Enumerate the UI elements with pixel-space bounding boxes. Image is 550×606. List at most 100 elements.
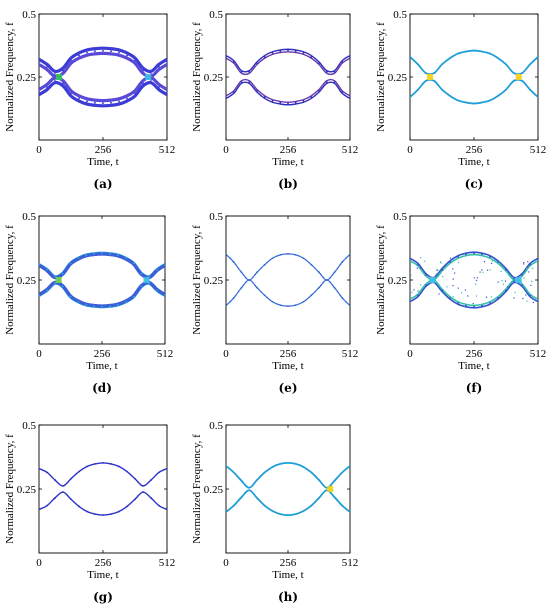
- data-point: [294, 513, 297, 515]
- panel-caption: (d): [92, 381, 112, 395]
- data-point: [102, 514, 104, 517]
- data-point: [226, 304, 227, 307]
- data-point: [349, 253, 350, 256]
- data-point: [287, 514, 289, 517]
- data-point: [521, 284, 523, 287]
- hotspot-marker: [56, 74, 62, 80]
- noise-speck: [532, 301, 534, 304]
- data-point: [489, 99, 491, 102]
- series-group: [410, 251, 538, 309]
- data-point: [110, 513, 112, 515]
- data-point: [481, 50, 483, 53]
- noise-speck: [526, 267, 528, 270]
- x-axis-title: Time, t: [272, 360, 303, 372]
- data-point: [287, 49, 289, 52]
- data-point: [341, 471, 344, 474]
- noise-speck: [419, 257, 422, 259]
- data-point: [240, 479, 243, 482]
- data-point: [94, 101, 96, 104]
- data-point: [341, 91, 344, 94]
- data-point: [505, 268, 507, 271]
- x-tick-label: 0: [407, 348, 413, 360]
- data-point: [529, 294, 531, 297]
- panel-h: 0 256 512 0.25 0.5 Time, t Normalized Frequenc…: [191, 420, 358, 604]
- y-axis-title: Normalized Frequency, f: [191, 225, 203, 335]
- noise-speck: [520, 273, 522, 275]
- data-point: [78, 97, 80, 100]
- data-point: [341, 60, 344, 63]
- data-point: [457, 302, 459, 304]
- data-point: [279, 101, 282, 104]
- series-line: [226, 48, 350, 73]
- data-point: [226, 96, 227, 99]
- data-point: [240, 271, 243, 274]
- series-line: [39, 80, 167, 108]
- data-point: [69, 262, 72, 265]
- data-point: [271, 257, 274, 260]
- data-point: [481, 304, 483, 307]
- x-tick-label: 512: [342, 348, 359, 360]
- data-point: [473, 102, 475, 105]
- x-tick-label: 512: [342, 557, 359, 569]
- data-point: [425, 273, 427, 276]
- data-point: [302, 257, 305, 260]
- data-point: [126, 54, 128, 57]
- panel-caption: (b): [278, 177, 298, 191]
- hotspot-marker: [427, 74, 433, 80]
- data-point: [513, 277, 515, 280]
- data-point: [124, 257, 127, 260]
- data-point: [108, 305, 111, 308]
- noise-speck: [454, 272, 456, 274]
- data-point: [86, 465, 88, 468]
- data-point: [505, 63, 507, 66]
- series-line: [226, 51, 350, 76]
- data-point: [271, 510, 274, 512]
- noise-speck: [479, 271, 481, 273]
- data-point: [158, 86, 160, 88]
- noise-speck: [527, 261, 529, 263]
- data-point: [140, 285, 143, 288]
- noise-speck: [442, 275, 444, 278]
- x-tick-label: 256: [95, 557, 112, 569]
- data-point: [449, 261, 451, 263]
- data-point: [433, 72, 435, 75]
- noise-speck: [446, 286, 448, 288]
- data-point: [521, 79, 523, 82]
- noise-speck: [500, 270, 502, 273]
- data-point: [240, 496, 243, 499]
- data-point: [349, 96, 350, 99]
- data-point: [101, 252, 103, 255]
- data-point: [271, 52, 274, 54]
- series-group: [39, 251, 165, 309]
- data-point: [45, 268, 48, 271]
- noise-speck: [523, 262, 525, 264]
- noise-speck: [531, 280, 533, 283]
- noise-speck: [416, 267, 418, 269]
- x-axis-title: Time, t: [86, 360, 117, 372]
- data-point: [287, 461, 289, 464]
- x-axis-title: Time, t: [87, 156, 118, 168]
- data-point: [94, 463, 96, 465]
- data-point: [529, 63, 531, 66]
- noise-speck: [473, 277, 475, 279]
- data-point: [537, 258, 538, 261]
- data-point: [70, 92, 72, 95]
- data-point: [441, 289, 443, 292]
- x-tick-label: 256: [280, 348, 297, 360]
- data-point: [116, 254, 119, 257]
- series-line: [226, 78, 350, 103]
- data-point: [318, 497, 320, 499]
- data-point: [325, 71, 328, 73]
- data-point: [70, 59, 72, 62]
- data-point: [232, 471, 235, 474]
- x-tick-label: 0: [36, 144, 42, 156]
- y-axis-title: Normalized Frequency, f: [191, 434, 203, 544]
- data-point: [325, 279, 328, 281]
- noise-speck: [449, 257, 452, 259]
- data-point: [287, 305, 289, 308]
- data-point: [39, 508, 40, 511]
- plot-frame: [225, 13, 351, 141]
- data-point: [70, 477, 72, 480]
- y-axis-title: Normalized Frequency, f: [4, 22, 16, 132]
- noise-speck: [460, 292, 463, 294]
